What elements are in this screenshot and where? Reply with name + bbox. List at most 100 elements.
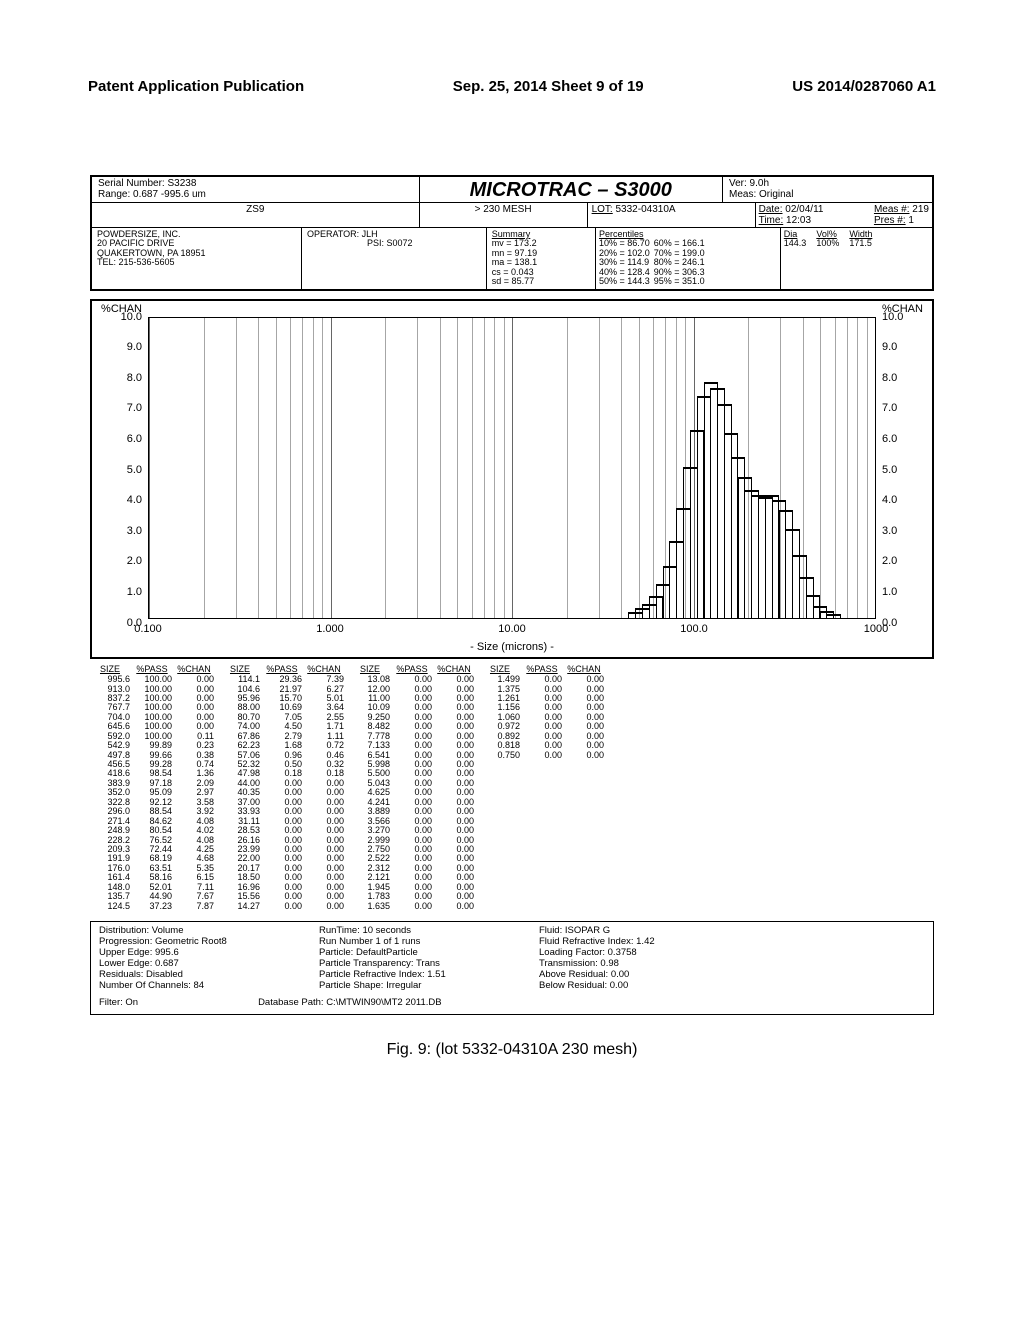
y-axis-left: %CHAN 0.01.02.03.04.05.06.07.08.09.010.0 — [92, 301, 148, 633]
xtick: 100.0 — [680, 623, 708, 635]
grid-minor — [867, 318, 868, 618]
percentiles-block: Percentiles 10% = 86.7020% = 102.030% = … — [596, 228, 781, 289]
pct-line: 50% = 144.3 — [599, 277, 650, 286]
grid-minor — [780, 318, 781, 618]
ver: Ver: 9.0h — [729, 179, 926, 190]
table-subcol: SIZE13.0812.0011.0010.099.2508.4827.7787… — [350, 665, 390, 911]
footer-line: Residuals: Disabled — [99, 970, 279, 981]
meta-row: ZS9 > 230 MESH LOT: 5332-04310A Date: 02… — [92, 203, 932, 228]
pres-lab: Pres #: — [874, 215, 906, 226]
col-header: %CHAN — [434, 665, 474, 674]
ytick: 5.0 — [127, 464, 142, 476]
table-subcol: %PASS0.000.000.000.000.000.000.000.000.0… — [522, 665, 562, 911]
figure-caption: Fig. 9: (lot 5332-04310A 230 mesh) — [0, 1041, 1024, 1059]
title-row: Serial Number: S3238 Range: 0.687 -995.6… — [92, 177, 932, 203]
table-subcol: %PASS29.3621.9715.7010.697.054.502.791.6… — [262, 665, 302, 911]
cell: 0.00 — [392, 902, 432, 911]
cell: 0.00 — [262, 902, 302, 911]
grid-minor — [484, 318, 485, 618]
pub-label: Patent Application Publication — [88, 78, 304, 95]
summary-line: sd = 85.77 — [492, 277, 590, 286]
ytick: 2.0 — [127, 555, 142, 567]
y-axis-right: %CHAN 0.01.02.03.04.05.06.07.08.09.010.0 — [876, 301, 932, 633]
grid-minor — [653, 318, 654, 618]
grid-minor — [599, 318, 600, 618]
ytick: 4.0 — [127, 494, 142, 506]
table-subcol: %PASS100.00100.00100.00100.00100.00100.0… — [132, 665, 172, 911]
grid-major — [512, 318, 513, 618]
ytick: 6.0 — [127, 433, 142, 445]
cell: 0.00 — [522, 751, 562, 760]
grid-minor — [665, 318, 666, 618]
footer-col-3: Fluid: ISOPAR GFluid Refractive Index: 1… — [539, 926, 719, 992]
grid-minor — [857, 318, 858, 618]
col-header: %CHAN — [174, 665, 214, 674]
dia-v: 144.3 — [784, 238, 807, 248]
pct-left: 10% = 86.7020% = 102.030% = 114.940% = 1… — [599, 239, 650, 286]
grid-minor — [385, 318, 386, 618]
cell: 0.00 — [564, 751, 604, 760]
grid-minor — [290, 318, 291, 618]
footer-line: Particle Refractive Index: 1.51 — [319, 970, 499, 981]
col-header: SIZE — [480, 665, 520, 674]
psi: PSI: S0072 — [307, 239, 481, 248]
grid-major — [149, 318, 150, 618]
ytick: 4.0 — [882, 494, 897, 506]
pub-number: US 2014/0287060 A1 — [792, 78, 936, 95]
grid-minor — [847, 318, 848, 618]
grid-major — [694, 318, 695, 618]
ytick: 2.0 — [882, 555, 897, 567]
grid-minor — [639, 318, 640, 618]
zs-label: ZS9 — [92, 203, 420, 227]
page-header: Patent Application Publication Sep. 25, … — [0, 0, 1024, 95]
footer-box: Distribution: VolumeProgression: Geometr… — [90, 921, 934, 1015]
datetime-cell: Date: 02/04/11 Time: 12:03 Meas #: 219 P… — [756, 203, 932, 227]
cell: 37.23 — [132, 902, 172, 911]
grid-minor — [322, 318, 323, 618]
cell: 14.27 — [220, 902, 260, 911]
col-header: %PASS — [392, 665, 432, 674]
grid-minor — [417, 318, 418, 618]
table-subcol: %PASS0.000.000.000.000.000.000.000.000.0… — [392, 665, 432, 911]
grid-minor — [440, 318, 441, 618]
xtick: 1.000 — [316, 623, 344, 635]
filter: Filter: On — [99, 998, 138, 1009]
ytick: 1.0 — [127, 586, 142, 598]
col-header: %PASS — [522, 665, 562, 674]
date-lab: Date: — [759, 204, 783, 215]
grid-minor — [472, 318, 473, 618]
ytick: 5.0 — [882, 464, 897, 476]
footer-cols: Distribution: VolumeProgression: Geometr… — [99, 926, 925, 992]
col-header: SIZE — [220, 665, 260, 674]
table-col: SIZE995.6913.0837.2767.7704.0645.6592.05… — [90, 665, 214, 911]
table-subcol: %CHAN0.000.000.000.000.000.000.000.000.0… — [434, 665, 474, 911]
grid-minor — [820, 318, 821, 618]
lot-val: 5332-04310A — [616, 204, 676, 215]
col-header: SIZE — [350, 665, 390, 674]
grid-minor — [621, 318, 622, 618]
table-subcol: %CHAN0.000.000.000.000.000.000.110.230.3… — [174, 665, 214, 911]
company-line: TEL: 215-536-5605 — [97, 258, 296, 267]
time-val: 12:03 — [786, 215, 811, 226]
measn-val: 219 — [912, 204, 929, 215]
ytick: 10.0 — [121, 311, 142, 323]
grid-minor — [748, 318, 749, 618]
bar — [628, 612, 643, 617]
grid-minor — [313, 318, 314, 618]
summary-lines: mv = 173.2mn = 97.19ma = 138.1cs = 0.043… — [492, 239, 590, 286]
col-header: %CHAN — [304, 665, 344, 674]
ytick: 3.0 — [127, 525, 142, 537]
ytick: 8.0 — [882, 372, 897, 384]
grid-minor — [835, 318, 836, 618]
cell: 124.5 — [90, 902, 130, 911]
grid-minor — [204, 318, 205, 618]
cell: 7.87 — [174, 902, 214, 911]
footer-line: Particle Shape: Irregular — [319, 981, 499, 992]
ytick: 6.0 — [882, 433, 897, 445]
lot-lab: LOT: — [592, 204, 613, 215]
db-path: Database Path: C:\MTWIN90\MT2 2011.DB — [258, 998, 442, 1009]
date-val: 02/04/11 — [785, 204, 823, 215]
grid-minor — [567, 318, 568, 618]
time-lab: Time: — [759, 215, 784, 226]
ytick: 1.0 — [882, 586, 897, 598]
